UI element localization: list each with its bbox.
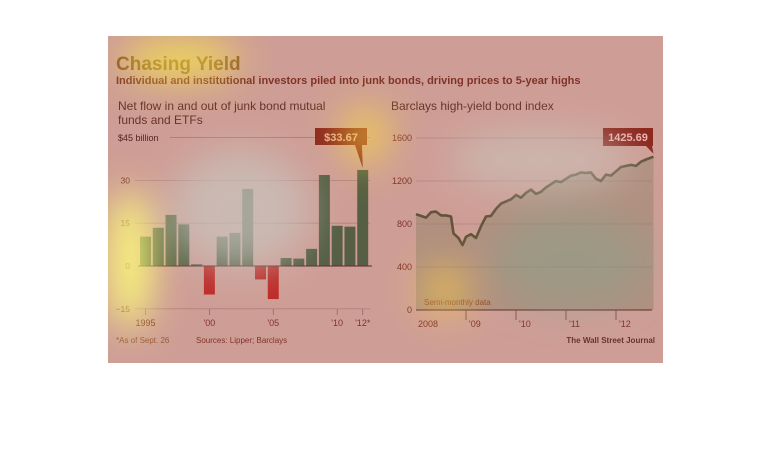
bar-2003 xyxy=(242,188,254,266)
bar-1996 xyxy=(152,227,164,266)
bar-2010 xyxy=(331,225,343,266)
graphic-title: Chasing Yield xyxy=(116,54,241,75)
bar-2007 xyxy=(293,258,305,266)
bar-2002 xyxy=(229,232,241,266)
x-tick-label: 1995 xyxy=(135,318,155,328)
x-tick-label: '05 xyxy=(267,318,279,328)
footnote: *As of Sept. 26 xyxy=(116,336,170,345)
bar-2000 xyxy=(203,266,215,295)
x-tick-label: '10 xyxy=(331,318,343,328)
y-tick-label: 1600 xyxy=(392,133,412,143)
y-tick-label: 30 xyxy=(121,175,131,185)
y-tick-label: 400 xyxy=(397,262,412,272)
x-tick-label: '09 xyxy=(469,319,481,329)
x-tick-label: '11 xyxy=(569,319,580,329)
bar-2006 xyxy=(280,258,292,266)
y-tick-label: 0 xyxy=(125,261,130,271)
credit: The Wall Street Journal xyxy=(566,336,655,345)
sources: Sources: Lipper; Barclays xyxy=(196,336,287,345)
bar-2011 xyxy=(344,226,356,266)
bar-2005 xyxy=(267,266,279,300)
bar-1997 xyxy=(165,214,177,266)
y-tick-label: 1200 xyxy=(392,176,412,186)
bar-1998 xyxy=(178,224,190,266)
bar-2008 xyxy=(306,248,318,266)
x-tick-label: '12* xyxy=(355,318,371,328)
x-tick-label: '00 xyxy=(204,318,216,328)
left-chart-title-line1: Net flow in and out of junk bond mutual xyxy=(118,99,325,113)
bar-2009 xyxy=(318,174,330,266)
y-tick-label: −15 xyxy=(116,304,131,314)
y-tick-label: 800 xyxy=(397,219,412,229)
semi-monthly-annotation: Semi-monthly data xyxy=(424,298,491,307)
x-tick-label: 2008 xyxy=(418,319,438,329)
bar-2012* xyxy=(357,169,369,266)
left-chart-ylabel: $45 billion xyxy=(118,133,159,143)
y-tick-label: 15 xyxy=(121,218,131,228)
bar-2004 xyxy=(255,266,266,280)
graphic-subtitle: Individual and institutional investors p… xyxy=(116,75,581,87)
right-chart-title: Barclays high-yield bond index xyxy=(391,99,554,113)
callout-value: 1425.69 xyxy=(608,132,648,144)
bar-2001 xyxy=(216,236,228,266)
bar-1995 xyxy=(140,236,151,266)
x-tick-label: '10 xyxy=(519,319,531,329)
callout-value: $33.67 xyxy=(324,132,358,144)
x-tick-label: '12 xyxy=(619,319,631,329)
callout-pointer xyxy=(646,146,654,154)
y-tick-label: 0 xyxy=(407,305,412,315)
left-chart-title-line2: funds and ETFs xyxy=(118,113,203,127)
